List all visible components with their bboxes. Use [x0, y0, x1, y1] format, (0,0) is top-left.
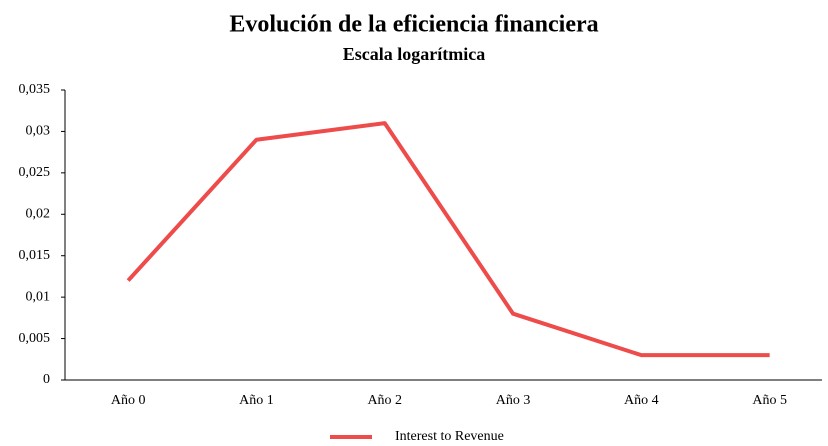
y-tick-label: 0,025 — [19, 165, 51, 180]
x-tick-label: Año 2 — [367, 393, 402, 408]
y-tick-label: 0,03 — [26, 124, 51, 139]
chart-title: Evolución de la eficiencia financiera — [229, 12, 598, 38]
x-tick-label: Año 5 — [752, 393, 787, 408]
y-tick-label: 0,005 — [19, 331, 51, 346]
y-tick-label: 0,015 — [19, 248, 51, 263]
chart-subtitle: Escala logarítmica — [343, 44, 485, 64]
y-tick-label: 0,01 — [26, 289, 51, 304]
line-series — [126, 121, 770, 358]
legend-label: Interest to Revenue — [395, 429, 504, 444]
y-tick-label: 0,035 — [19, 82, 51, 97]
y-tick-label: 0,02 — [26, 207, 51, 222]
x-tick-label: Año 1 — [239, 393, 274, 408]
x-tick-label: Año 0 — [111, 393, 146, 408]
x-tick-label: Año 4 — [624, 393, 659, 408]
x-tick-label: Año 3 — [496, 393, 531, 408]
y-tick-label: 0 — [43, 372, 50, 387]
